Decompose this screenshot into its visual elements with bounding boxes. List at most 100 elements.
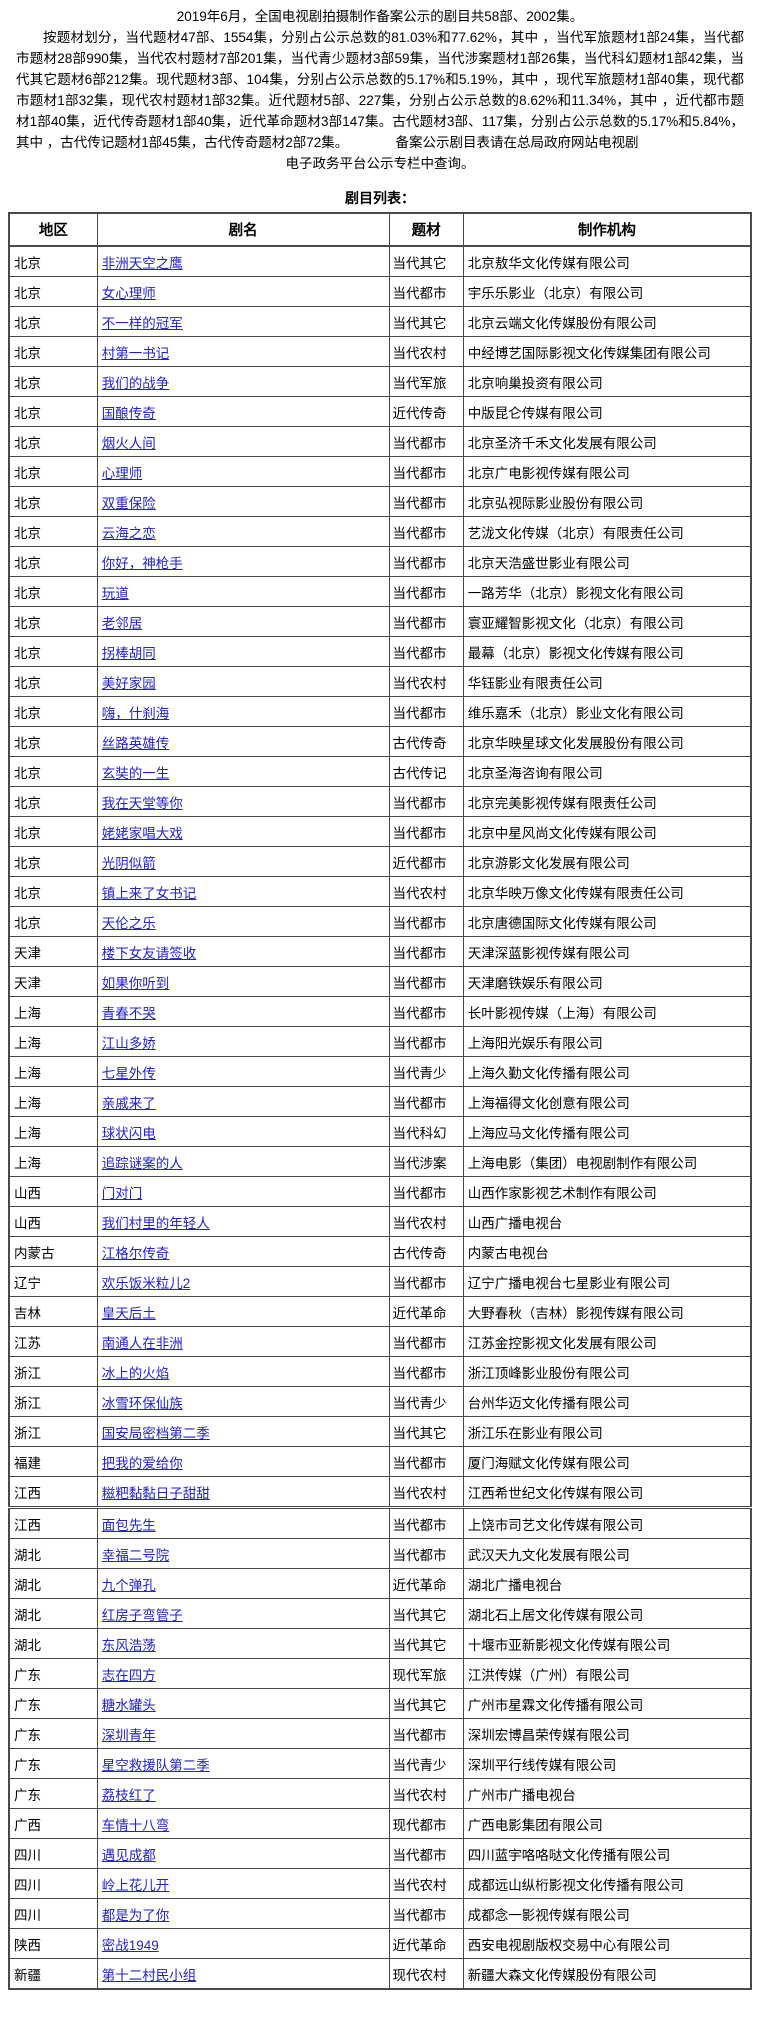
cell-title: 江格尔传奇 [96,1236,390,1267]
drama-title-link[interactable]: 遇见成都 [101,1847,156,1863]
cell-region: 四川 [8,1898,98,1929]
drama-title-link[interactable]: 江山多娇 [101,1035,156,1051]
drama-title-link[interactable]: 拐棒胡同 [101,645,156,661]
cell-title: 南通人在非洲 [96,1326,390,1357]
drama-title-link[interactable]: 我们的战争 [101,375,170,391]
drama-title-link[interactable]: 丝路英雄传 [101,735,170,751]
drama-title-link[interactable]: 糍粑黏黏日子甜甜 [101,1485,210,1501]
drama-title-link[interactable]: 你好，神枪手 [101,555,183,571]
drama-title-link[interactable]: 玄奘的一生 [101,765,170,781]
cell-genre: 当代农村 [388,876,464,907]
cell-company: 大野春秋（吉林）影视传媒有限公司 [462,1296,752,1327]
drama-title-link[interactable]: 门对门 [101,1185,143,1201]
drama-title-link[interactable]: 老邻居 [101,615,143,631]
drama-title-link[interactable]: 球状闪电 [101,1125,156,1141]
cell-genre: 近代革命 [388,1296,464,1327]
cell-title: 糖水罐头 [96,1688,390,1719]
table-row: 北京 我在天堂等你 当代都市 北京完美影视传媒有限责任公司 [8,786,752,817]
drama-title-link[interactable]: 美好家园 [101,675,156,691]
drama-title-link[interactable]: 我在天堂等你 [101,795,183,811]
drama-title-link[interactable]: 光阴似箭 [101,855,156,871]
drama-title-link[interactable]: 密战1949 [101,1937,159,1953]
drama-title-link[interactable]: 南通人在非洲 [101,1335,183,1351]
table-row: 北京 玩道 当代都市 一路芳华（北京）影视文化有限公司 [8,576,752,607]
drama-title-link[interactable]: 青春不哭 [101,1005,156,1021]
drama-title-link[interactable]: 双重保险 [101,495,156,511]
drama-title-link[interactable]: 心理师 [101,465,143,481]
cell-genre: 当代农村 [388,336,464,367]
cell-company: 北京华映万像文化传媒有限责任公司 [462,876,752,907]
cell-genre: 当代青少 [388,1748,464,1779]
drama-title-link[interactable]: 欢乐饭米粒儿2 [101,1275,191,1291]
drama-title-link[interactable]: 村第一书记 [101,345,170,361]
cell-title: 嗨，什刹海 [96,696,390,727]
cell-title: 你好，神枪手 [96,546,390,577]
cell-company: 北京中星风尚文化传媒有限公司 [462,816,752,847]
cell-title: 冰上的火焰 [96,1356,390,1387]
drama-title-link[interactable]: 车情十八弯 [101,1817,170,1833]
cell-region: 北京 [8,636,98,667]
drama-title-link[interactable]: 面包先生 [101,1517,156,1533]
drama-title-link[interactable]: 姥姥家唱大戏 [101,825,183,841]
cell-genre: 当代青少 [388,1386,464,1417]
cell-company: 天津深蓝影视传媒有限公司 [462,936,752,967]
table-row: 北京 嗨，什刹海 当代都市 维乐嘉禾（北京）影业文化有限公司 [8,696,752,727]
drama-title-link[interactable]: 星空救援队第二季 [101,1757,210,1773]
drama-title-link[interactable]: 九个弹孔 [101,1577,156,1593]
drama-title-link[interactable]: 镇上来了女书记 [101,885,197,901]
drama-title-link[interactable]: 深圳青年 [101,1727,156,1743]
drama-title-link[interactable]: 东风浩荡 [101,1637,156,1653]
cell-company: 深圳宏博昌荣传媒有限公司 [462,1718,752,1749]
drama-title-link[interactable]: 我们村里的年轻人 [101,1215,210,1231]
table-row: 湖北 幸福二号院 当代都市 武汉天九文化发展有限公司 [8,1538,752,1569]
drama-title-link[interactable]: 云海之恋 [101,525,156,541]
drama-title-link[interactable]: 七星外传 [101,1065,156,1081]
drama-title-link[interactable]: 嗨，什刹海 [101,705,170,721]
cell-genre: 当代都市 [388,906,464,937]
drama-title-link[interactable]: 第十二村民小组 [101,1967,197,1983]
drama-title-link[interactable]: 红房子弯管子 [101,1607,183,1623]
cell-region: 四川 [8,1838,98,1869]
cell-genre: 当代其它 [388,245,464,277]
drama-title-link[interactable]: 国酿传奇 [101,405,156,421]
drama-title-link[interactable]: 烟火人间 [101,435,156,451]
cell-genre: 当代都市 [388,1086,464,1117]
drama-title-link[interactable]: 冰雪环保仙族 [101,1395,183,1411]
drama-title-link[interactable]: 国安局密档第二季 [101,1425,210,1441]
cell-genre: 当代都市 [388,1506,464,1539]
table-row: 北京 不一样的冠军 当代其它 北京云端文化传媒股份有限公司 [8,306,752,337]
drama-title-link[interactable]: 岭上花儿开 [101,1877,170,1893]
cell-company: 一路芳华（北京）影视文化有限公司 [462,576,752,607]
cell-region: 吉林 [8,1296,98,1327]
cell-company: 最幕（北京）影视文化传媒有限公司 [462,636,752,667]
drama-title-link[interactable]: 不一样的冠军 [101,315,183,331]
table-row: 广东 星空救援队第二季 当代青少 深圳平行线传媒有限公司 [8,1748,752,1779]
drama-title-link[interactable]: 把我的爱给你 [101,1455,183,1471]
drama-title-link[interactable]: 幸福二号院 [101,1547,170,1563]
drama-title-link[interactable]: 楼下女友请签收 [101,945,197,961]
cell-company: 北京响巢投资有限公司 [462,366,752,397]
drama-title-link[interactable]: 女心理师 [101,285,156,301]
cell-title: 把我的爱给你 [96,1446,390,1477]
cell-genre: 当代都市 [388,816,464,847]
drama-title-link[interactable]: 江格尔传奇 [101,1245,170,1261]
drama-title-link[interactable]: 冰上的火焰 [101,1365,170,1381]
drama-title-link[interactable]: 天伦之乐 [101,915,156,931]
cell-company: 北京圣济千禾文化发展有限公司 [462,426,752,457]
drama-title-link[interactable]: 荔枝红了 [101,1787,156,1803]
drama-title-link[interactable]: 如果你听到 [101,975,170,991]
drama-title-link[interactable]: 糖水罐头 [101,1697,156,1713]
table-row: 湖北 九个弹孔 近代革命 湖北广播电视台 [8,1568,752,1599]
drama-title-link[interactable]: 志在四方 [101,1667,156,1683]
drama-title-link[interactable]: 追踪谜案的人 [101,1155,183,1171]
drama-title-link[interactable]: 皇天后土 [101,1305,156,1321]
cell-region: 陕西 [8,1928,98,1959]
drama-title-link[interactable]: 亲戚来了 [101,1095,156,1111]
cell-region: 北京 [8,726,98,757]
drama-title-link[interactable]: 非洲天空之鹰 [101,255,183,271]
cell-title: 幸福二号院 [96,1538,390,1569]
cell-company: 艺泷文化传媒（北京）有限责任公司 [462,516,752,547]
drama-title-link[interactable]: 玩道 [101,585,129,601]
drama-title-link[interactable]: 都是为了你 [101,1907,170,1923]
